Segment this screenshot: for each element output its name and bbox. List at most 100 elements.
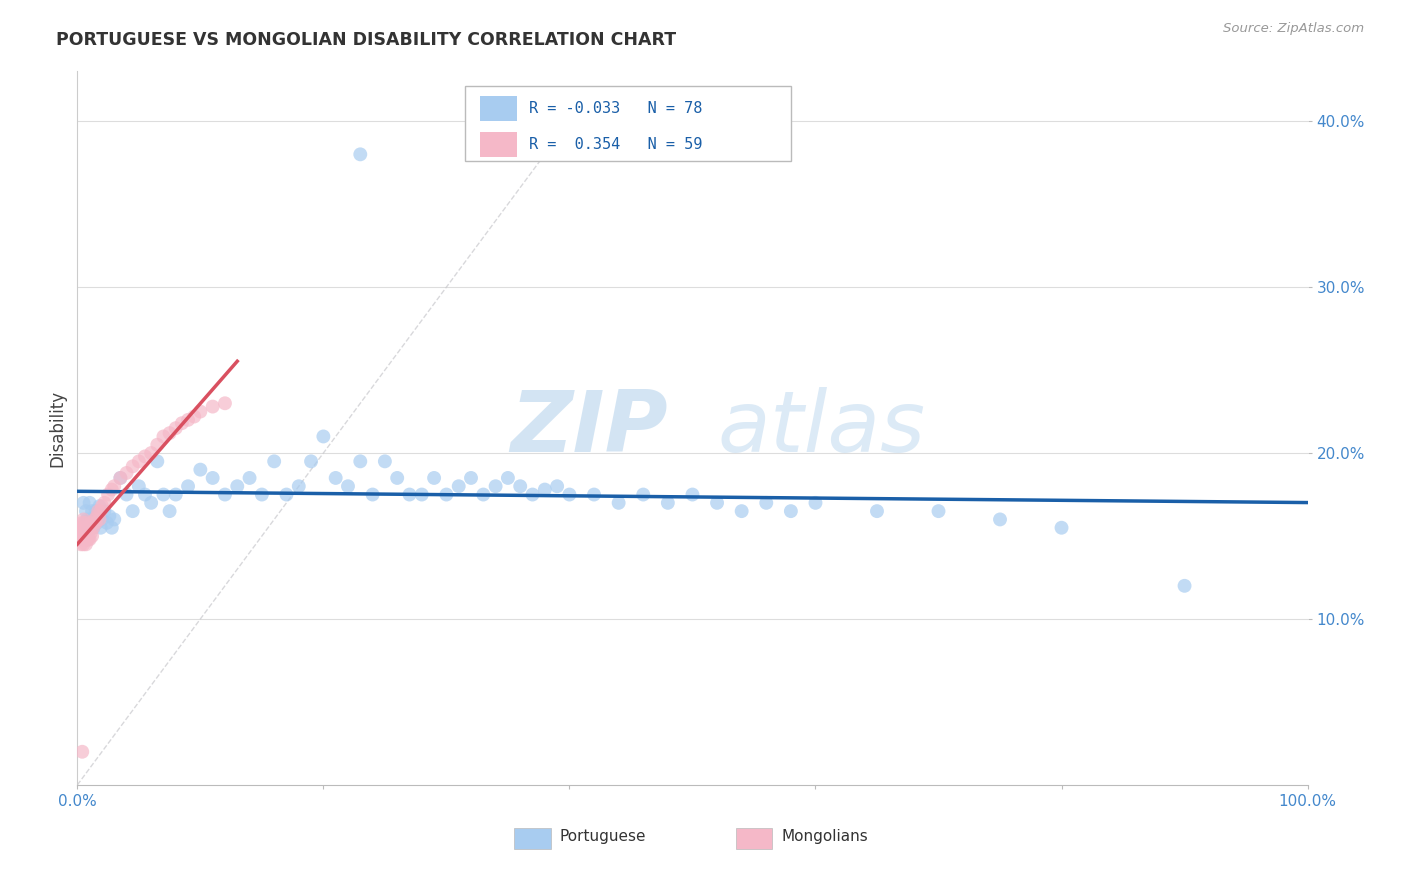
Point (509, 479, 531, 493)
Point (496, 471, 519, 485)
Point (70, 745, 93, 759)
Point (385, 471, 409, 485)
Point (70, 529, 93, 543)
Point (79, 496, 101, 510)
Point (201, 400, 224, 414)
Point (82, 529, 104, 543)
Point (89, 512, 111, 526)
Point (72, 533, 94, 547)
Point (115, 487, 138, 501)
Point (170, 416, 193, 430)
Text: R = -0.033   N = 78: R = -0.033 N = 78 (529, 101, 702, 116)
Point (460, 471, 482, 485)
Point (72, 512, 94, 526)
Point (423, 471, 446, 485)
Text: Portuguese: Portuguese (560, 829, 647, 844)
Point (72, 521, 94, 535)
Point (146, 454, 169, 468)
Point (84, 516, 107, 530)
Point (77, 533, 100, 547)
Point (988, 512, 1011, 526)
Point (76, 533, 98, 547)
Point (70, 525, 93, 540)
Point (214, 396, 236, 410)
Point (436, 487, 458, 501)
Point (90, 499, 114, 513)
Text: PORTUGUESE VS MONGOLIAN DISABILITY CORRELATION CHART: PORTUGUESE VS MONGOLIAN DISABILITY CORRE… (56, 31, 676, 49)
Point (121, 459, 143, 474)
Point (79, 533, 101, 547)
Point (77, 521, 100, 535)
Point (755, 496, 778, 510)
Point (83, 512, 105, 526)
FancyBboxPatch shape (735, 828, 772, 849)
Point (98, 509, 121, 524)
Point (75, 529, 97, 543)
Point (79, 521, 101, 535)
Point (780, 504, 803, 518)
Text: Source: ZipAtlas.com: Source: ZipAtlas.com (1223, 22, 1364, 36)
Point (93, 496, 115, 510)
Point (134, 487, 156, 501)
Point (73, 533, 96, 547)
Point (103, 512, 125, 526)
Y-axis label: Disability: Disability (48, 390, 66, 467)
Point (87, 504, 110, 518)
Point (214, 487, 236, 501)
Point (682, 487, 704, 501)
Point (226, 479, 249, 493)
Point (84, 504, 107, 518)
Point (75, 504, 97, 518)
FancyBboxPatch shape (479, 95, 516, 120)
Point (165, 421, 187, 435)
Point (73, 516, 96, 530)
Point (534, 483, 557, 497)
Point (250, 487, 273, 501)
Point (159, 426, 181, 441)
Point (1050, 521, 1073, 535)
Point (70, 516, 93, 530)
Point (928, 504, 950, 518)
Point (86, 516, 108, 530)
FancyBboxPatch shape (515, 828, 551, 849)
Point (706, 496, 728, 510)
Point (398, 487, 420, 501)
Point (374, 454, 396, 468)
Point (188, 463, 212, 477)
Point (75, 521, 97, 535)
Point (80, 516, 103, 530)
Point (361, 487, 384, 501)
Point (607, 496, 630, 510)
Point (866, 504, 889, 518)
Point (558, 487, 581, 501)
Point (72, 525, 94, 540)
Point (76, 521, 98, 535)
Point (72, 496, 94, 510)
Point (188, 404, 212, 418)
Point (804, 496, 827, 510)
FancyBboxPatch shape (479, 132, 516, 157)
Point (276, 487, 298, 501)
Point (731, 504, 754, 518)
Point (90, 521, 112, 535)
Point (411, 487, 433, 501)
Point (82, 504, 104, 518)
Point (485, 479, 508, 493)
Point (69, 521, 91, 535)
Point (110, 471, 132, 485)
Point (1174, 579, 1197, 593)
Point (121, 504, 143, 518)
Point (96, 516, 118, 530)
Point (177, 413, 200, 427)
Point (76, 512, 98, 526)
Text: atlas: atlas (717, 386, 925, 470)
Point (134, 450, 156, 464)
Point (165, 487, 187, 501)
Point (288, 479, 311, 493)
Point (69, 529, 91, 543)
Point (146, 438, 169, 452)
Text: Mongolians: Mongolians (782, 829, 868, 844)
Point (82, 521, 104, 535)
Point (141, 446, 163, 460)
Point (337, 479, 360, 493)
